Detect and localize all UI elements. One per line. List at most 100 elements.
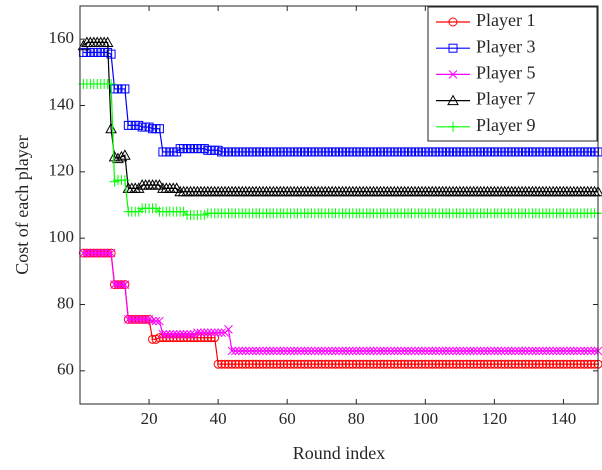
marker: [379, 346, 389, 356]
marker: [562, 359, 572, 369]
marker: [396, 346, 406, 356]
marker: [379, 359, 389, 369]
marker: [282, 346, 292, 356]
marker: [224, 325, 233, 334]
marker: [134, 120, 144, 130]
marker: [248, 359, 258, 369]
marker: [438, 359, 448, 369]
marker: [424, 359, 434, 369]
x-tick-label: 40: [210, 409, 227, 428]
marker: [590, 359, 600, 369]
marker: [234, 346, 244, 356]
marker: [407, 346, 416, 356]
marker: [179, 329, 188, 339]
marker: [382, 346, 392, 356]
marker: [265, 346, 275, 356]
marker: [469, 359, 479, 369]
marker: [427, 359, 437, 369]
marker: [447, 94, 459, 106]
marker: [527, 359, 537, 369]
marker: [448, 359, 458, 369]
marker: [324, 359, 334, 369]
marker: [206, 333, 216, 343]
marker: [403, 346, 413, 356]
marker: [569, 346, 579, 356]
marker: [151, 316, 161, 326]
marker: [507, 359, 517, 369]
marker: [203, 333, 213, 343]
series: [79, 248, 602, 356]
marker: [382, 359, 392, 369]
x-tick-label: 140: [551, 409, 577, 428]
marker: [327, 346, 337, 356]
marker: [101, 36, 114, 47]
marker: [427, 346, 437, 356]
marker: [348, 359, 358, 369]
marker: [583, 346, 592, 356]
marker: [168, 329, 178, 339]
marker: [275, 359, 285, 369]
marker: [251, 346, 261, 356]
marker: [241, 359, 251, 369]
marker: [514, 359, 524, 369]
marker: [517, 346, 527, 356]
legend-label: Player 9: [476, 115, 535, 135]
marker: [500, 346, 510, 356]
marker: [261, 359, 271, 369]
marker: [230, 359, 240, 369]
y-axis-label: Cost of each player: [12, 135, 32, 274]
marker: [541, 346, 551, 356]
marker: [445, 359, 455, 369]
marker: [310, 359, 320, 369]
marker: [462, 346, 472, 356]
marker: [115, 150, 128, 162]
marker: [213, 328, 223, 338]
marker: [524, 346, 534, 356]
marker: [141, 315, 150, 324]
marker: [524, 359, 534, 369]
marker: [344, 359, 354, 369]
marker: [79, 248, 88, 258]
marker: [255, 359, 265, 369]
marker: [469, 346, 479, 356]
marker: [248, 346, 258, 356]
marker: [358, 359, 368, 369]
marker: [517, 359, 527, 369]
marker: [476, 346, 485, 356]
marker: [265, 359, 275, 369]
marker: [213, 359, 223, 369]
marker: [393, 359, 403, 369]
marker: [338, 346, 347, 356]
marker: [351, 359, 361, 369]
marker: [251, 359, 261, 369]
marker: [327, 359, 337, 369]
marker: [534, 359, 544, 369]
marker: [369, 359, 379, 369]
marker: [507, 346, 517, 356]
marker: [106, 78, 117, 89]
marker: [272, 346, 282, 356]
marker: [541, 359, 551, 369]
marker: [448, 17, 458, 27]
series: [77, 36, 602, 197]
marker: [355, 346, 365, 356]
marker: [161, 329, 171, 339]
marker: [583, 359, 593, 369]
marker: [555, 359, 565, 369]
marker: [510, 346, 520, 356]
marker: [144, 122, 154, 132]
marker: [334, 359, 344, 369]
marker: [269, 346, 278, 356]
marker: [465, 359, 475, 369]
marker: [120, 84, 130, 94]
legend-label: Player 5: [476, 63, 535, 83]
marker: [331, 359, 341, 369]
marker: [465, 346, 475, 356]
series: [78, 47, 602, 157]
marker: [324, 346, 333, 356]
marker: [393, 346, 403, 356]
marker: [400, 346, 409, 356]
marker: [448, 121, 458, 132]
marker: [558, 359, 568, 369]
y-tick-label: 60: [57, 360, 74, 379]
